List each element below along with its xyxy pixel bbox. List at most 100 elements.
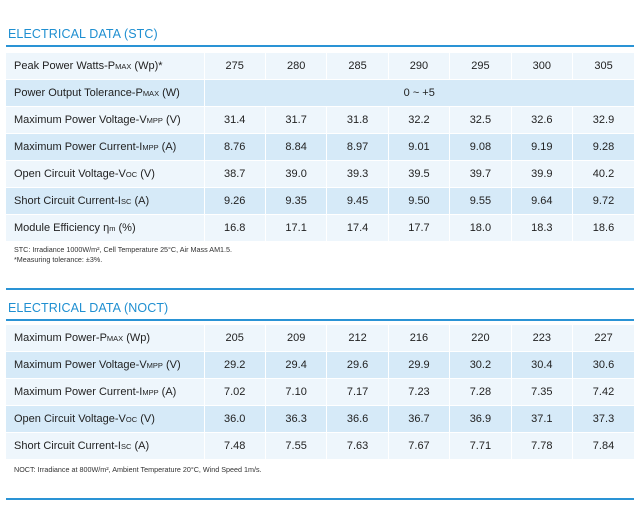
value-cell: 205 xyxy=(203,325,266,352)
row-label-subscript: MPP xyxy=(146,116,163,125)
value-cell: 9.35 xyxy=(264,187,327,215)
row-label: Open Circuit Voltage-VOC (V) xyxy=(6,160,204,188)
value-cell: 9.01 xyxy=(387,133,450,161)
row-label-text: Maximum Power-P xyxy=(14,332,107,344)
row-label-text: Maximum Power Current-I xyxy=(14,386,143,398)
row-label-subscript: MPP xyxy=(142,143,159,152)
value-cell: 7.23 xyxy=(387,378,450,406)
row-label-subscript: MAX xyxy=(106,334,124,343)
value-cell: 7.78 xyxy=(510,432,573,460)
table-row: Maximum Power Voltage-VMPP (V) 29.2 29.4 29… xyxy=(6,351,634,379)
value-cell: 227 xyxy=(572,325,634,352)
row-label-unit: (V) xyxy=(162,359,181,371)
value-cell: 216 xyxy=(387,325,450,352)
value-cell: 275 xyxy=(203,53,266,80)
value-cell: 39.3 xyxy=(326,160,389,188)
value-cell: 31.4 xyxy=(203,106,266,134)
row-label: Power Output Tolerance-PMAX (W) xyxy=(6,79,204,107)
value-cell: 9.50 xyxy=(387,187,450,215)
row-label-subscript: SC xyxy=(120,442,132,451)
value-cell: 9.28 xyxy=(572,133,634,161)
row-label-text: Short Circuit Current-I xyxy=(14,440,121,452)
row-label-subscript: MAX xyxy=(115,62,132,71)
row-label-unit: (A) xyxy=(131,195,150,207)
value-cell: 9.26 xyxy=(203,187,266,215)
value-cell: 32.5 xyxy=(449,106,512,134)
value-cell: 9.55 xyxy=(449,187,512,215)
value-cell: 7.48 xyxy=(203,432,266,460)
stc-section-title: ELECTRICAL DATA (STC) xyxy=(8,27,158,41)
section-divider-rule xyxy=(6,288,634,290)
value-cell: 40.2 xyxy=(572,160,634,188)
value-cell: 39.5 xyxy=(387,160,450,188)
bottom-rule xyxy=(6,498,634,500)
table-row: Open Circuit Voltage-VOC (V) 38.7 39.0 39.3… xyxy=(6,160,634,188)
table-row: Short Circuit Current-ISC (A) 7.48 7.55 7.6… xyxy=(6,432,634,460)
value-cell: 212 xyxy=(326,325,389,352)
value-cell: 8.76 xyxy=(203,133,266,161)
table-row: Maximum Power Current-IMPP (A) 8.76 8.84 8.… xyxy=(6,133,634,161)
row-label-text: Short Circuit Current-I xyxy=(14,195,121,207)
row-label-text: Module Efficiency η xyxy=(14,222,110,234)
table-row: Module Efficiency ηm (%) 16.8 17.1 17.4 17.7… xyxy=(6,214,634,242)
value-cell: 18.3 xyxy=(510,214,573,242)
value-cell: 7.42 xyxy=(572,378,634,406)
table-row: Maximum Power Current-IMPP (A) 7.02 7.10 7.… xyxy=(6,378,634,406)
row-label-unit: (V) xyxy=(162,114,181,126)
row-label-text: Maximum Power Voltage-V xyxy=(14,114,147,126)
row-label: Maximum Power-PMAX (Wp) xyxy=(6,325,204,352)
value-cell: 7.67 xyxy=(387,432,450,460)
row-label: Maximum Power Voltage-VMPP (V) xyxy=(6,351,204,379)
value-cell: 17.7 xyxy=(387,214,450,242)
row-label-text: Open Circuit Voltage-V xyxy=(14,413,126,425)
value-cell: 17.1 xyxy=(264,214,327,242)
value-cell: 285 xyxy=(326,53,389,80)
merged-value-cell: 0 ~ +5 xyxy=(203,79,634,107)
noct-note-conditions: NOCT: Irradiance at 800W/m², Ambient Tem… xyxy=(14,465,262,474)
value-cell: 16.8 xyxy=(203,214,266,242)
value-cell: 36.0 xyxy=(203,405,266,433)
row-label-subscript: OC xyxy=(125,415,138,424)
value-cell: 29.4 xyxy=(264,351,327,379)
row-label-unit: (W) xyxy=(159,87,180,99)
value-cell: 7.28 xyxy=(449,378,512,406)
value-cell: 38.7 xyxy=(203,160,266,188)
value-cell: 36.6 xyxy=(326,405,389,433)
value-cell: 7.63 xyxy=(326,432,389,460)
row-label-unit: (Wp)* xyxy=(131,60,163,72)
value-cell: 290 xyxy=(387,53,450,80)
row-label-subscript: SC xyxy=(120,197,132,206)
value-cell: 295 xyxy=(449,53,512,80)
value-cell: 9.64 xyxy=(510,187,573,215)
row-label-text: Peak Power Watts-P xyxy=(14,60,116,72)
value-cell: 9.45 xyxy=(326,187,389,215)
value-cell: 9.72 xyxy=(572,187,634,215)
noct-section-title: ELECTRICAL DATA (NOCT) xyxy=(8,301,169,315)
row-label-unit: (A) xyxy=(158,386,177,398)
value-cell: 39.7 xyxy=(449,160,512,188)
table-row: Power Output Tolerance-PMAX (W) 0 ~ +5 xyxy=(6,79,634,107)
row-label-text: Open Circuit Voltage-V xyxy=(14,168,126,180)
table-row: Peak Power Watts-PMAX (Wp)* 275 280 285 290 2… xyxy=(6,53,634,80)
value-cell: 8.84 xyxy=(264,133,327,161)
value-cell: 223 xyxy=(510,325,573,352)
value-cell: 9.08 xyxy=(449,133,512,161)
row-label: Maximum Power Voltage-VMPP (V) xyxy=(6,106,204,134)
row-label-unit: (V) xyxy=(137,168,155,180)
value-cell: 32.2 xyxy=(387,106,450,134)
value-cell: 37.3 xyxy=(572,405,634,433)
row-label-unit: (Wp) xyxy=(123,332,151,344)
value-cell: 7.35 xyxy=(510,378,573,406)
row-label: Module Efficiency ηm (%) xyxy=(6,214,204,242)
table-row: Short Circuit Current-ISC (A) 9.26 9.35 9.4… xyxy=(6,187,634,215)
value-cell: 39.0 xyxy=(264,160,327,188)
noct-top-rule xyxy=(6,319,634,321)
table-row: Maximum Power Voltage-VMPP (V) 31.4 31.7 31… xyxy=(6,106,634,134)
value-cell: 8.97 xyxy=(326,133,389,161)
value-cell: 36.7 xyxy=(387,405,450,433)
value-cell: 18.0 xyxy=(449,214,512,242)
value-cell: 18.6 xyxy=(572,214,634,242)
stc-top-rule xyxy=(6,45,634,47)
row-label: Peak Power Watts-PMAX (Wp)* xyxy=(6,53,204,80)
value-cell: 305 xyxy=(572,53,634,80)
